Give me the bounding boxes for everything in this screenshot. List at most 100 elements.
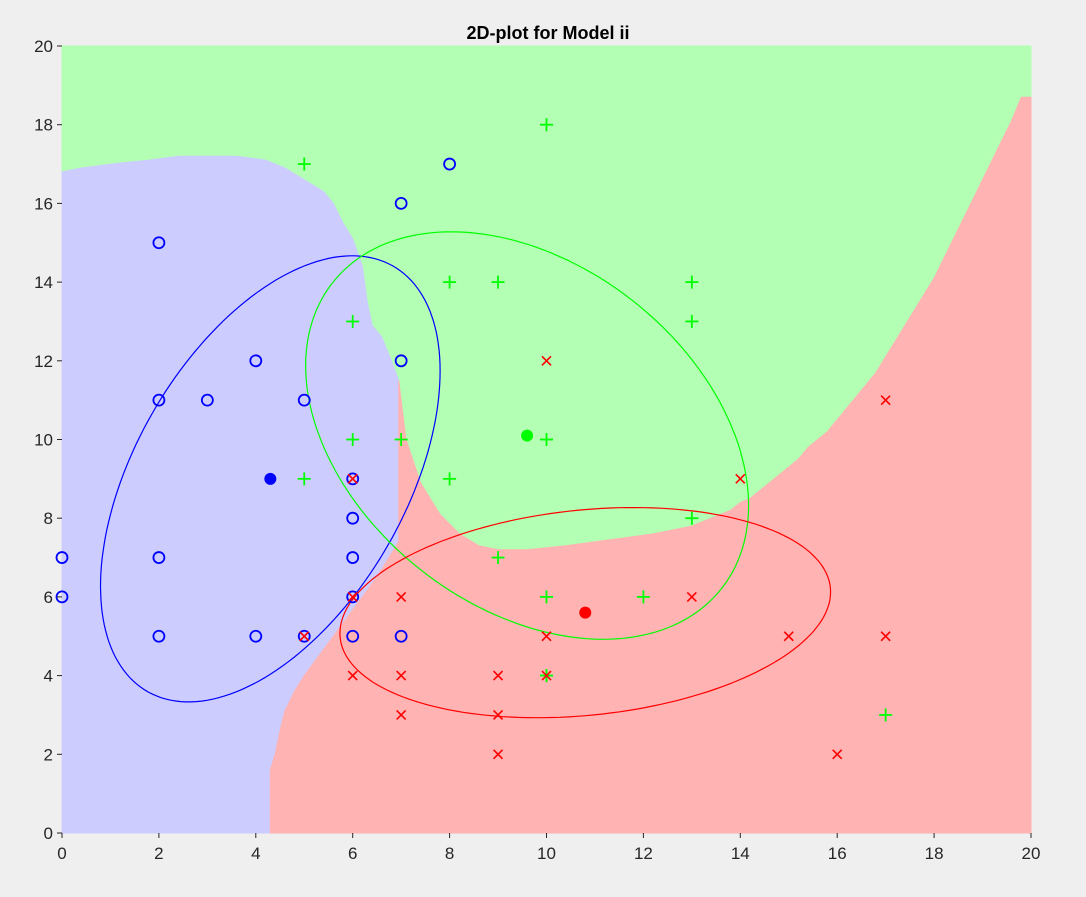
y-tick-label: 18 bbox=[34, 116, 53, 135]
point-plus bbox=[540, 118, 553, 132]
x-tick-label: 10 bbox=[537, 844, 556, 863]
point-cross bbox=[492, 709, 504, 721]
point-plus bbox=[443, 275, 457, 289]
chart-title: 2D-plot for Model ii bbox=[467, 23, 630, 43]
point-cross bbox=[492, 749, 504, 760]
point-plus bbox=[346, 314, 360, 328]
x-tick-label: 20 bbox=[1022, 844, 1041, 863]
point-circle bbox=[346, 551, 360, 564]
point-circle bbox=[297, 629, 311, 643]
point-plus bbox=[394, 433, 408, 446]
y-tick-label: 2 bbox=[44, 745, 53, 764]
data-points bbox=[55, 118, 893, 760]
x-tick-label: 6 bbox=[348, 844, 357, 863]
point-circle bbox=[55, 590, 69, 604]
point-cross bbox=[783, 631, 794, 642]
point-cross bbox=[396, 670, 407, 681]
point-cross bbox=[541, 631, 552, 642]
point-circle bbox=[297, 393, 311, 407]
point-circle bbox=[394, 196, 408, 210]
point-cross bbox=[880, 395, 891, 406]
point-cross bbox=[347, 670, 358, 681]
x-tick-label: 0 bbox=[57, 844, 66, 863]
mean-point-1 bbox=[521, 429, 534, 442]
point-cross-b bbox=[347, 591, 358, 602]
x-tick-label: 18 bbox=[925, 844, 944, 863]
mean-point-2 bbox=[579, 606, 592, 619]
point-circle bbox=[152, 393, 166, 407]
point-plus bbox=[540, 433, 553, 446]
point-plus bbox=[685, 314, 699, 328]
y-tick-label: 6 bbox=[44, 588, 53, 607]
y-tick-label: 20 bbox=[34, 37, 53, 56]
y-tick-label: 4 bbox=[44, 667, 53, 686]
axes: 0 2 4 6 8 10 12 14 16 18 20 0 2 4 6 8 10 12 14 16 18 20 bbox=[34, 37, 1040, 863]
point-circle bbox=[394, 629, 408, 643]
point-cross-b bbox=[541, 631, 552, 642]
point-cross bbox=[347, 473, 358, 484]
point-cross-b bbox=[832, 749, 843, 760]
y-tick-label: 12 bbox=[34, 352, 53, 371]
point-circle bbox=[249, 629, 263, 643]
point-plus bbox=[346, 433, 360, 446]
point-plus bbox=[491, 551, 505, 565]
mean-point-0 bbox=[264, 472, 277, 485]
decision-regions bbox=[61, 45, 1032, 834]
class-means bbox=[264, 429, 592, 619]
point-circle bbox=[152, 629, 166, 643]
point-plus bbox=[685, 275, 699, 289]
point-circle bbox=[346, 511, 360, 525]
x-tick-label: 2 bbox=[154, 844, 163, 863]
point-cross-b bbox=[396, 591, 407, 602]
point-cross-b bbox=[396, 670, 407, 681]
x-tick-label: 12 bbox=[634, 844, 653, 863]
point-cross bbox=[299, 631, 310, 642]
point-cross-b bbox=[492, 709, 504, 721]
point-cross-b bbox=[783, 631, 794, 642]
point-cross bbox=[541, 670, 552, 681]
point-plus bbox=[297, 472, 311, 486]
point-plus bbox=[491, 275, 505, 289]
x-tick-label: 14 bbox=[731, 844, 750, 863]
point-cross bbox=[396, 591, 407, 602]
point-plus bbox=[443, 472, 457, 486]
y-tick-label: 10 bbox=[34, 431, 53, 450]
point-cross-b bbox=[880, 395, 891, 406]
y-tick-label: 8 bbox=[44, 509, 53, 528]
point-plus bbox=[540, 590, 553, 604]
point-cross-b bbox=[492, 670, 504, 681]
point-cross-b bbox=[541, 670, 552, 681]
point-cross-b bbox=[880, 631, 891, 642]
point-plus bbox=[636, 590, 650, 604]
point-cross-b bbox=[347, 670, 358, 681]
point-plus bbox=[879, 708, 893, 722]
y-tick-label: 0 bbox=[44, 824, 53, 843]
point-cross bbox=[492, 670, 504, 681]
ellipse-1 bbox=[305, 231, 750, 640]
x-tick-label: 16 bbox=[828, 844, 847, 863]
y-tick-label: 14 bbox=[34, 273, 53, 292]
point-circle bbox=[249, 354, 263, 368]
x-tick-label: 4 bbox=[251, 844, 260, 863]
region-red bbox=[269, 96, 1032, 834]
point-cross-b bbox=[686, 591, 697, 602]
point-circle bbox=[152, 236, 166, 250]
point-cross-b bbox=[347, 473, 358, 484]
covariance-ellipses bbox=[99, 231, 832, 719]
point-cross-b bbox=[299, 631, 310, 642]
point-cross bbox=[541, 355, 552, 366]
point-circle bbox=[200, 393, 214, 407]
point-cross bbox=[396, 709, 407, 721]
point-cross bbox=[347, 591, 358, 602]
point-cross-b bbox=[541, 355, 552, 366]
ellipse-2 bbox=[339, 507, 832, 719]
ellipse-0 bbox=[99, 255, 441, 703]
point-circle bbox=[346, 629, 360, 643]
point-plus bbox=[685, 511, 699, 525]
point-cross-b bbox=[735, 473, 746, 484]
point-cross-b bbox=[396, 709, 407, 721]
y-tick-label: 16 bbox=[34, 194, 53, 213]
point-cross bbox=[686, 591, 697, 602]
